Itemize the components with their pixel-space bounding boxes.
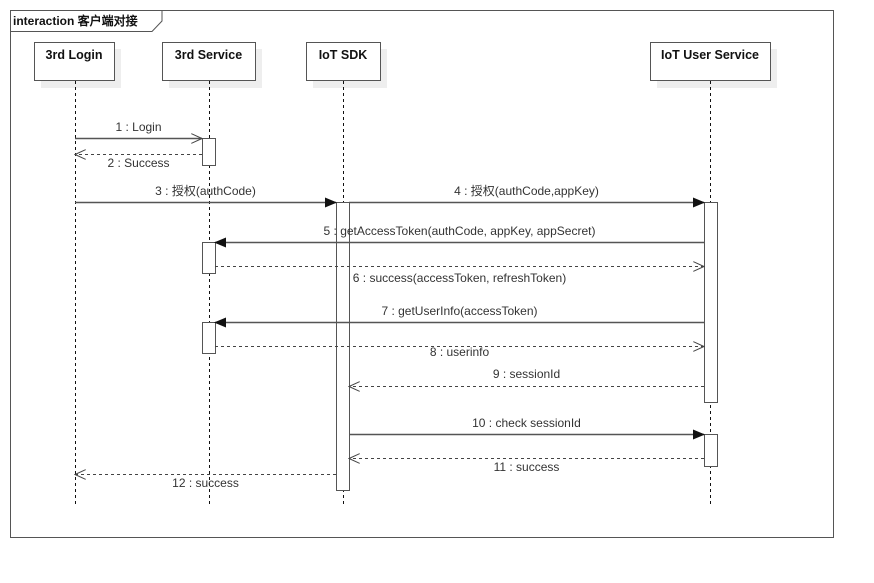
lifeline-name: IoT SDK [319, 48, 368, 62]
lifeline-service[interactable]: 3rd Service [162, 42, 263, 506]
lifeline-name: IoT User Service [661, 48, 759, 62]
message-label: 10 : check sessionId [472, 416, 581, 430]
message-label: 11 : success [494, 460, 560, 474]
message-8[interactable]: 8 : userinfo [215, 345, 704, 359]
message-label: 12 : success [172, 476, 239, 490]
message-label: 9 : sessionId [493, 367, 560, 381]
message-label: 4 : 授权(authCode,appKey) [454, 183, 599, 198]
message-label: 2 : Success [107, 156, 169, 170]
message-label: 6 : success(accessToken, refreshToken) [353, 271, 566, 285]
message-label: 3 : 授权(authCode) [155, 183, 256, 198]
activation-bar [704, 434, 718, 467]
message-9[interactable]: 9 : sessionId [349, 367, 704, 387]
activation-bar [202, 322, 216, 354]
message-label: 8 : userinfo [430, 345, 490, 359]
message-6[interactable]: 6 : success(accessToken, refreshToken) [215, 267, 704, 286]
activation-bar [202, 242, 216, 274]
message-label: 7 : getUserInfo(accessToken) [381, 304, 537, 318]
message-5[interactable]: 5 : getAccessToken(authCode, appKey, app… [214, 224, 704, 248]
message-12[interactable]: 12 : success [75, 475, 336, 491]
message-label: 1 : Login [115, 120, 161, 134]
interaction-frame: interaction 客户端对接 [10, 10, 834, 538]
message-label: 5 : getAccessToken(authCode, appKey, app… [324, 224, 596, 238]
lifeline-name: 3rd Service [175, 48, 242, 62]
lifeline-login[interactable]: 3rd Login [34, 42, 122, 506]
message-7[interactable]: 7 : getUserInfo(accessToken) [214, 304, 704, 328]
message-10[interactable]: 10 : check sessionId [349, 416, 705, 440]
message-11[interactable]: 11 : success [349, 459, 704, 475]
message-3[interactable]: 3 : 授权(authCode) [75, 183, 337, 208]
message-4[interactable]: 4 : 授权(authCode,appKey) [349, 183, 705, 208]
message-1[interactable]: 1 : Login [75, 120, 202, 139]
message-2[interactable]: 2 : Success [75, 155, 202, 171]
lifeline-name: 3rd Login [46, 48, 103, 62]
activation-bar [202, 138, 216, 166]
activation-bar [704, 202, 718, 403]
frame-title: interaction 客户端对接 [13, 13, 138, 28]
